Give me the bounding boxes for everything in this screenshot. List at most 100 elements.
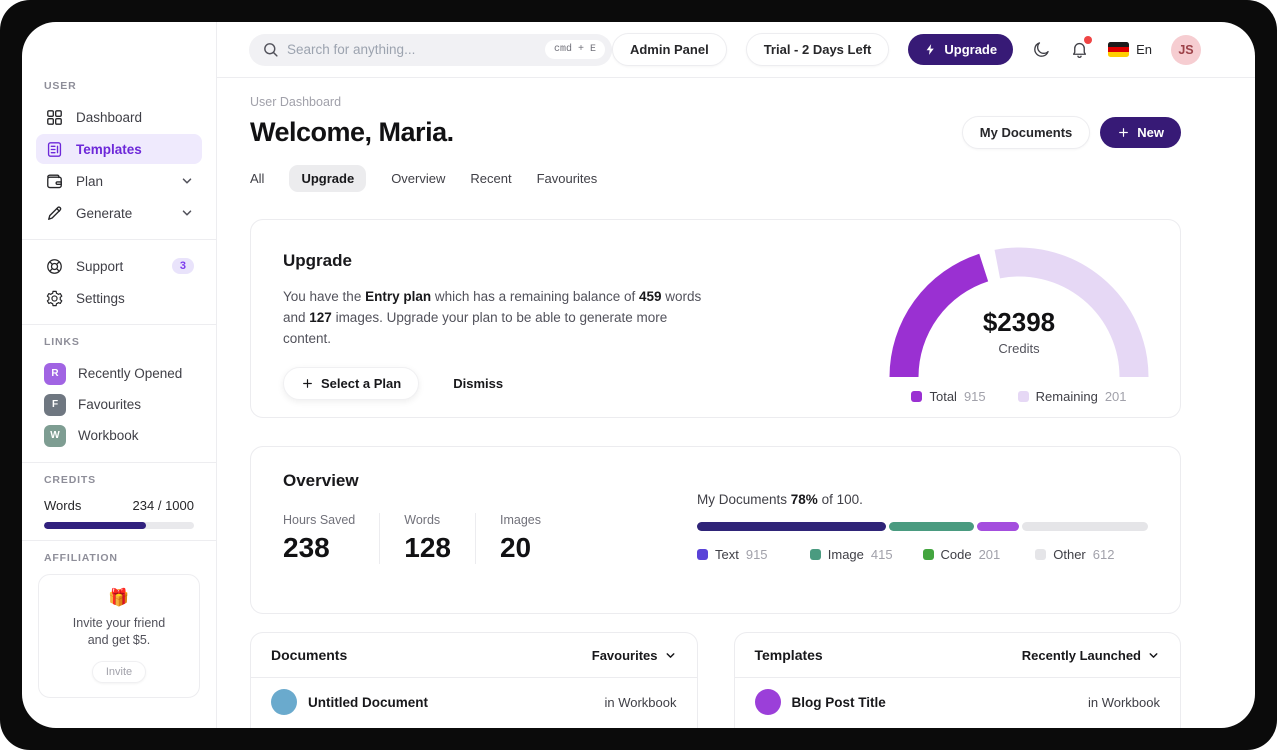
legend-item: Image 415 <box>809 547 923 562</box>
invite-button[interactable]: Invite <box>91 660 147 683</box>
sidebar-section-user: USER <box>44 80 77 92</box>
legend-item: Text 915 <box>697 547 810 562</box>
legend-swatch <box>697 549 708 560</box>
gauge-center-value: $2398 <box>982 307 1056 337</box>
overview-card: Overview Hours Saved 238 Words 128 Image… <box>250 446 1181 614</box>
affiliation-card: 🎁 Invite your friend and get $5. Invite <box>38 574 200 698</box>
document-title: Untitled Document <box>308 694 428 710</box>
language-selector[interactable]: En <box>1108 42 1152 57</box>
sidebar-item-label: Plan <box>76 173 104 189</box>
tab-all[interactable]: All <box>250 171 265 186</box>
search-shortcut-chip: cmd + E <box>544 40 605 59</box>
new-button[interactable]: New <box>1100 117 1181 148</box>
upgrade-button[interactable]: Upgrade <box>908 34 1014 65</box>
grid-icon <box>44 107 64 127</box>
templates-card-title: Templates <box>754 647 823 663</box>
chevron-down-icon <box>180 206 194 220</box>
sidebar-link-label: Favourites <box>78 397 142 412</box>
dark-mode-moon-icon[interactable] <box>1032 40 1051 59</box>
sidebar-section-affiliation: AFFILIATION <box>44 552 118 564</box>
sidebar-link-favourites[interactable]: F Favourites <box>36 389 202 420</box>
credits-gauge-arc <box>889 247 1149 378</box>
sidebar-item-plan[interactable]: Plan <box>36 166 202 196</box>
tab-overview[interactable]: Overview <box>391 171 446 186</box>
legend-swatch <box>1017 391 1029 402</box>
legend-swatch <box>911 391 923 402</box>
documents-filter-dropdown[interactable]: Favourites <box>592 648 677 663</box>
gift-icon: 🎁 <box>108 588 130 607</box>
trial-status-button[interactable]: Trial - 2 Days Left <box>745 33 890 66</box>
templates-icon <box>44 139 64 159</box>
words-progress-bar <box>44 522 194 529</box>
sidebar-item-templates[interactable]: Templates <box>36 134 202 164</box>
templates-filter-dropdown[interactable]: Recently Launched <box>1022 648 1160 663</box>
template-list-item[interactable]: Blog Post Title in Workbook <box>735 678 1181 726</box>
search-icon <box>262 41 279 58</box>
search-input[interactable] <box>287 42 537 57</box>
sidebar-item-settings[interactable]: Settings <box>36 283 202 313</box>
upgrade-card-title: Upgrade <box>283 251 352 270</box>
page-title: Welcome, Maria. <box>250 117 454 147</box>
document-list-item[interactable]: Untitled Document in Workbook <box>251 678 697 726</box>
main-content: User Dashboard Welcome, Maria. My Docume… <box>217 78 1255 728</box>
credits-label: Words <box>44 498 82 513</box>
dismiss-button[interactable]: Dismiss <box>453 376 504 392</box>
upgrade-card: Upgrade You have the Entry plan which ha… <box>250 219 1181 418</box>
template-location: in Workbook <box>1087 694 1160 710</box>
language-code: En <box>1136 42 1152 57</box>
affiliation-text-line1: Invite your friend <box>72 616 166 630</box>
tab-favourites[interactable]: Favourites <box>536 171 598 186</box>
my-documents-button[interactable]: My Documents <box>961 116 1091 149</box>
divider <box>22 239 216 240</box>
gear-icon <box>44 288 64 308</box>
template-avatar <box>754 689 781 715</box>
tab-recent[interactable]: Recent <box>470 171 512 186</box>
legend-swatch <box>922 549 934 560</box>
admin-panel-button[interactable]: Admin Panel <box>611 33 727 66</box>
chevron-down-icon <box>664 649 677 662</box>
search-bar[interactable]: cmd + E <box>249 33 612 66</box>
sidebar-item-support[interactable]: Support 3 <box>36 251 202 281</box>
template-title: Blog Post Title <box>791 694 886 710</box>
stat-images: Images 20 <box>474 513 565 564</box>
lifebuoy-icon <box>44 256 64 276</box>
divider <box>22 462 216 463</box>
sidebar: USER Dashboard Templates Plan <box>22 22 217 728</box>
legend-item: Total 915 <box>911 389 986 404</box>
divider <box>251 677 697 678</box>
documents-card: Documents Favourites Untitled Document i… <box>250 632 698 728</box>
sidebar-item-dashboard[interactable]: Dashboard <box>36 102 202 132</box>
gauge-center-label: Credits <box>998 341 1040 356</box>
notifications-bell-icon[interactable] <box>1070 36 1093 59</box>
sidebar-link-workbook[interactable]: W Workbook <box>36 420 202 451</box>
legend-swatch <box>809 549 821 560</box>
topbar: cmd + E Admin Panel Trial - 2 Days Left … <box>217 22 1255 78</box>
credits-value: 234 / 1000 <box>132 498 194 513</box>
stat-words: Words 128 <box>379 513 475 564</box>
app-window: USER Dashboard Templates Plan <box>22 22 1255 728</box>
sidebar-link-label: Workbook <box>78 428 139 443</box>
sidebar-item-label: Support <box>76 258 124 274</box>
stacked-usage-bar <box>697 522 1148 531</box>
templates-card: Templates Recently Launched Blog Post Ti… <box>733 632 1181 728</box>
sidebar-link-recently-opened[interactable]: R Recently Opened <box>36 358 202 389</box>
legend-item: Remaining 201 <box>1017 389 1127 404</box>
documents-card-title: Documents <box>271 647 348 663</box>
gauge-legend: Total 915 Remaining 201 <box>888 389 1150 404</box>
select-plan-button[interactable]: Select a Plan <box>283 367 420 401</box>
stat-hours-saved: Hours Saved 238 <box>283 513 356 563</box>
overview-card-title: Overview <box>283 471 359 490</box>
sidebar-item-label: Templates <box>76 141 142 157</box>
tab-upgrade[interactable]: Upgrade <box>289 165 367 192</box>
usage-progress-label: My Documents 78% of 100. <box>697 492 863 507</box>
bar-segment-text <box>697 522 886 531</box>
chevron-down-icon <box>1147 649 1160 662</box>
sidebar-link-label: Recently Opened <box>78 366 183 381</box>
sidebar-item-generate[interactable]: Generate <box>36 198 202 228</box>
user-avatar[interactable]: JS <box>1171 34 1201 65</box>
upgrade-card-body: You have the Entry plan which has a rema… <box>283 289 702 347</box>
usage-legend: Text 915 Image 415 Code 201 Other 612 <box>697 547 1148 562</box>
filter-tabs: All Upgrade Overview Recent Favourites <box>250 165 1181 192</box>
affiliation-text-line2: and get $5. <box>87 632 151 647</box>
sidebar-item-label: Generate <box>76 205 133 221</box>
